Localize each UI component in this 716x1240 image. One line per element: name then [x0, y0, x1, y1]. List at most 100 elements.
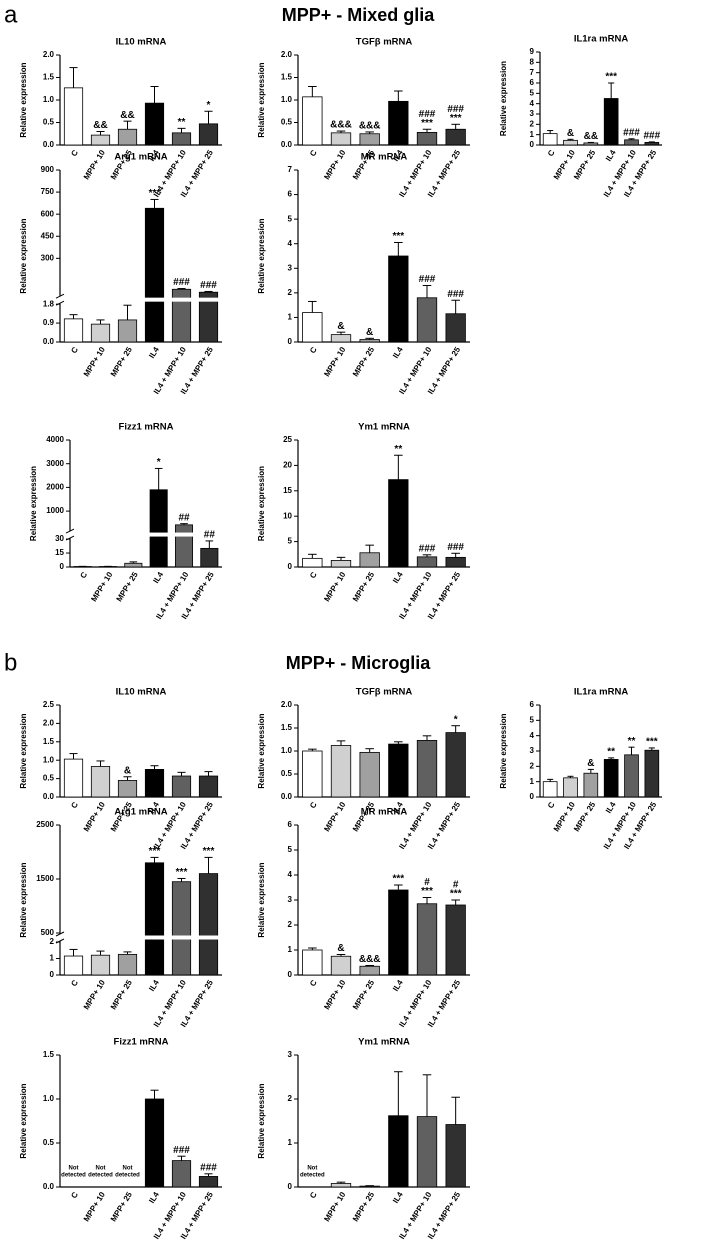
y-tick-label: 4 — [530, 731, 535, 740]
y-tick-label: 2000 — [46, 483, 64, 492]
x-tick-label: IL4 — [147, 345, 161, 360]
significance-label: Not — [69, 1166, 79, 1172]
y-tick-label: 5 — [288, 845, 293, 854]
bar — [144, 1098, 165, 1188]
y-axis-label: Relative expression — [257, 62, 266, 137]
x-tick-label: C — [308, 800, 319, 810]
significance-label: ### — [200, 280, 217, 291]
chart-title: IL10 mRNA — [116, 37, 167, 48]
x-tick-label: C — [308, 148, 319, 158]
y-tick-label: 2 — [530, 119, 535, 128]
bar — [330, 334, 352, 343]
y-tick-label: 1.5 — [281, 723, 293, 732]
bar — [144, 207, 165, 343]
bar — [117, 780, 138, 798]
y-axis-label: Relative expression — [499, 61, 508, 136]
significance-label: ### — [200, 1162, 217, 1173]
bar — [624, 754, 639, 798]
significance-label: ### — [623, 127, 640, 138]
significance-label: *** — [203, 846, 215, 857]
bar — [171, 881, 192, 976]
x-tick-label: MPP+ 25 — [109, 978, 134, 1011]
y-tick-label: 300 — [41, 253, 55, 262]
x-tick-label: MPP+ 25 — [351, 978, 376, 1011]
y-axis-label: Relative expression — [19, 62, 28, 137]
bar-break — [198, 935, 219, 940]
x-tick-label: IL4 — [391, 345, 405, 360]
bar — [445, 904, 466, 976]
y-tick-label: 6 — [530, 700, 535, 709]
significance-label: *** — [392, 874, 404, 885]
y-tick-label: 0 — [288, 562, 293, 571]
y-tick-label: 1500 — [36, 874, 54, 883]
bar — [90, 134, 111, 146]
y-tick-label: 15 — [55, 548, 64, 557]
y-tick-label: 4 — [288, 239, 293, 248]
chart-title: Arg1 mRNA — [114, 152, 167, 163]
axis-break — [55, 300, 65, 306]
y-tick-label: 6 — [288, 820, 293, 829]
y-tick-label: 10 — [283, 511, 292, 520]
y-tick-label: 0.0 — [43, 140, 55, 149]
x-tick-label: MPP+ 25 — [109, 1190, 134, 1223]
significance-label: ### — [173, 277, 190, 288]
significance-label: # — [424, 877, 430, 888]
y-tick-label: 20 — [283, 461, 292, 470]
significance-label: & — [587, 758, 594, 769]
bar — [330, 132, 352, 146]
y-tick-label: 2.5 — [43, 700, 55, 709]
y-axis-label: Relative expression — [257, 1083, 266, 1158]
y-tick-label: 1000 — [46, 506, 64, 515]
significance-label: && — [120, 110, 134, 121]
bar — [416, 131, 438, 146]
significance-label: *** — [149, 846, 161, 857]
x-tick-label: IL4 — [604, 148, 618, 163]
y-axis-label: Relative expression — [19, 713, 28, 788]
y-axis-label: Relative expression — [257, 466, 266, 541]
x-tick-label: IL4 — [151, 570, 165, 585]
chart-title: IL1ra mRNA — [574, 34, 629, 45]
chart-title: Arg1 mRNA — [114, 807, 167, 818]
axis-break — [65, 535, 75, 541]
x-tick-label: IL4 — [391, 570, 405, 585]
bar — [388, 1115, 409, 1188]
x-tick-label: MPP+ 25 — [351, 570, 376, 603]
significance-label: *** — [421, 886, 433, 897]
significance-label: && — [584, 131, 598, 142]
y-axis-label: Relative expression — [257, 862, 266, 937]
y-tick-label: 0.0 — [281, 792, 293, 801]
y-tick-label: 2 — [288, 1094, 293, 1103]
bar — [388, 100, 409, 146]
y-tick-label: 0.5 — [281, 769, 293, 778]
significance-label: ** — [628, 736, 636, 747]
y-tick-label: 2.0 — [281, 50, 293, 59]
bar — [644, 142, 660, 146]
y-tick-label: 1.5 — [43, 1050, 55, 1059]
bar — [198, 873, 219, 976]
bar — [416, 297, 438, 343]
y-tick-label: 0 — [288, 970, 293, 979]
y-tick-label: 2 — [50, 937, 55, 946]
significance-label: detected — [300, 1173, 325, 1179]
y-tick-label: 0 — [50, 970, 55, 979]
significance-label: &&& — [359, 121, 381, 132]
chart-title: TGFβ mRNA — [356, 37, 413, 48]
y-tick-label: 5 — [530, 88, 535, 97]
bar — [330, 559, 352, 568]
bar — [624, 139, 639, 146]
y-axis-label: Relative expression — [257, 218, 266, 293]
x-tick-label: MPP+ 10 — [82, 1190, 107, 1223]
bar — [63, 758, 84, 798]
bar — [388, 743, 409, 798]
y-tick-label: 5 — [530, 715, 535, 724]
bar-break — [174, 532, 194, 537]
y-tick-label: 0 — [60, 562, 65, 571]
bar — [359, 552, 380, 568]
significance-label: * — [454, 714, 458, 725]
y-tick-label: 3 — [530, 109, 535, 118]
bar — [563, 139, 578, 146]
x-tick-label: MPP+ 25 — [115, 570, 140, 603]
y-tick-label: 0 — [288, 1182, 293, 1191]
bar — [302, 750, 323, 798]
